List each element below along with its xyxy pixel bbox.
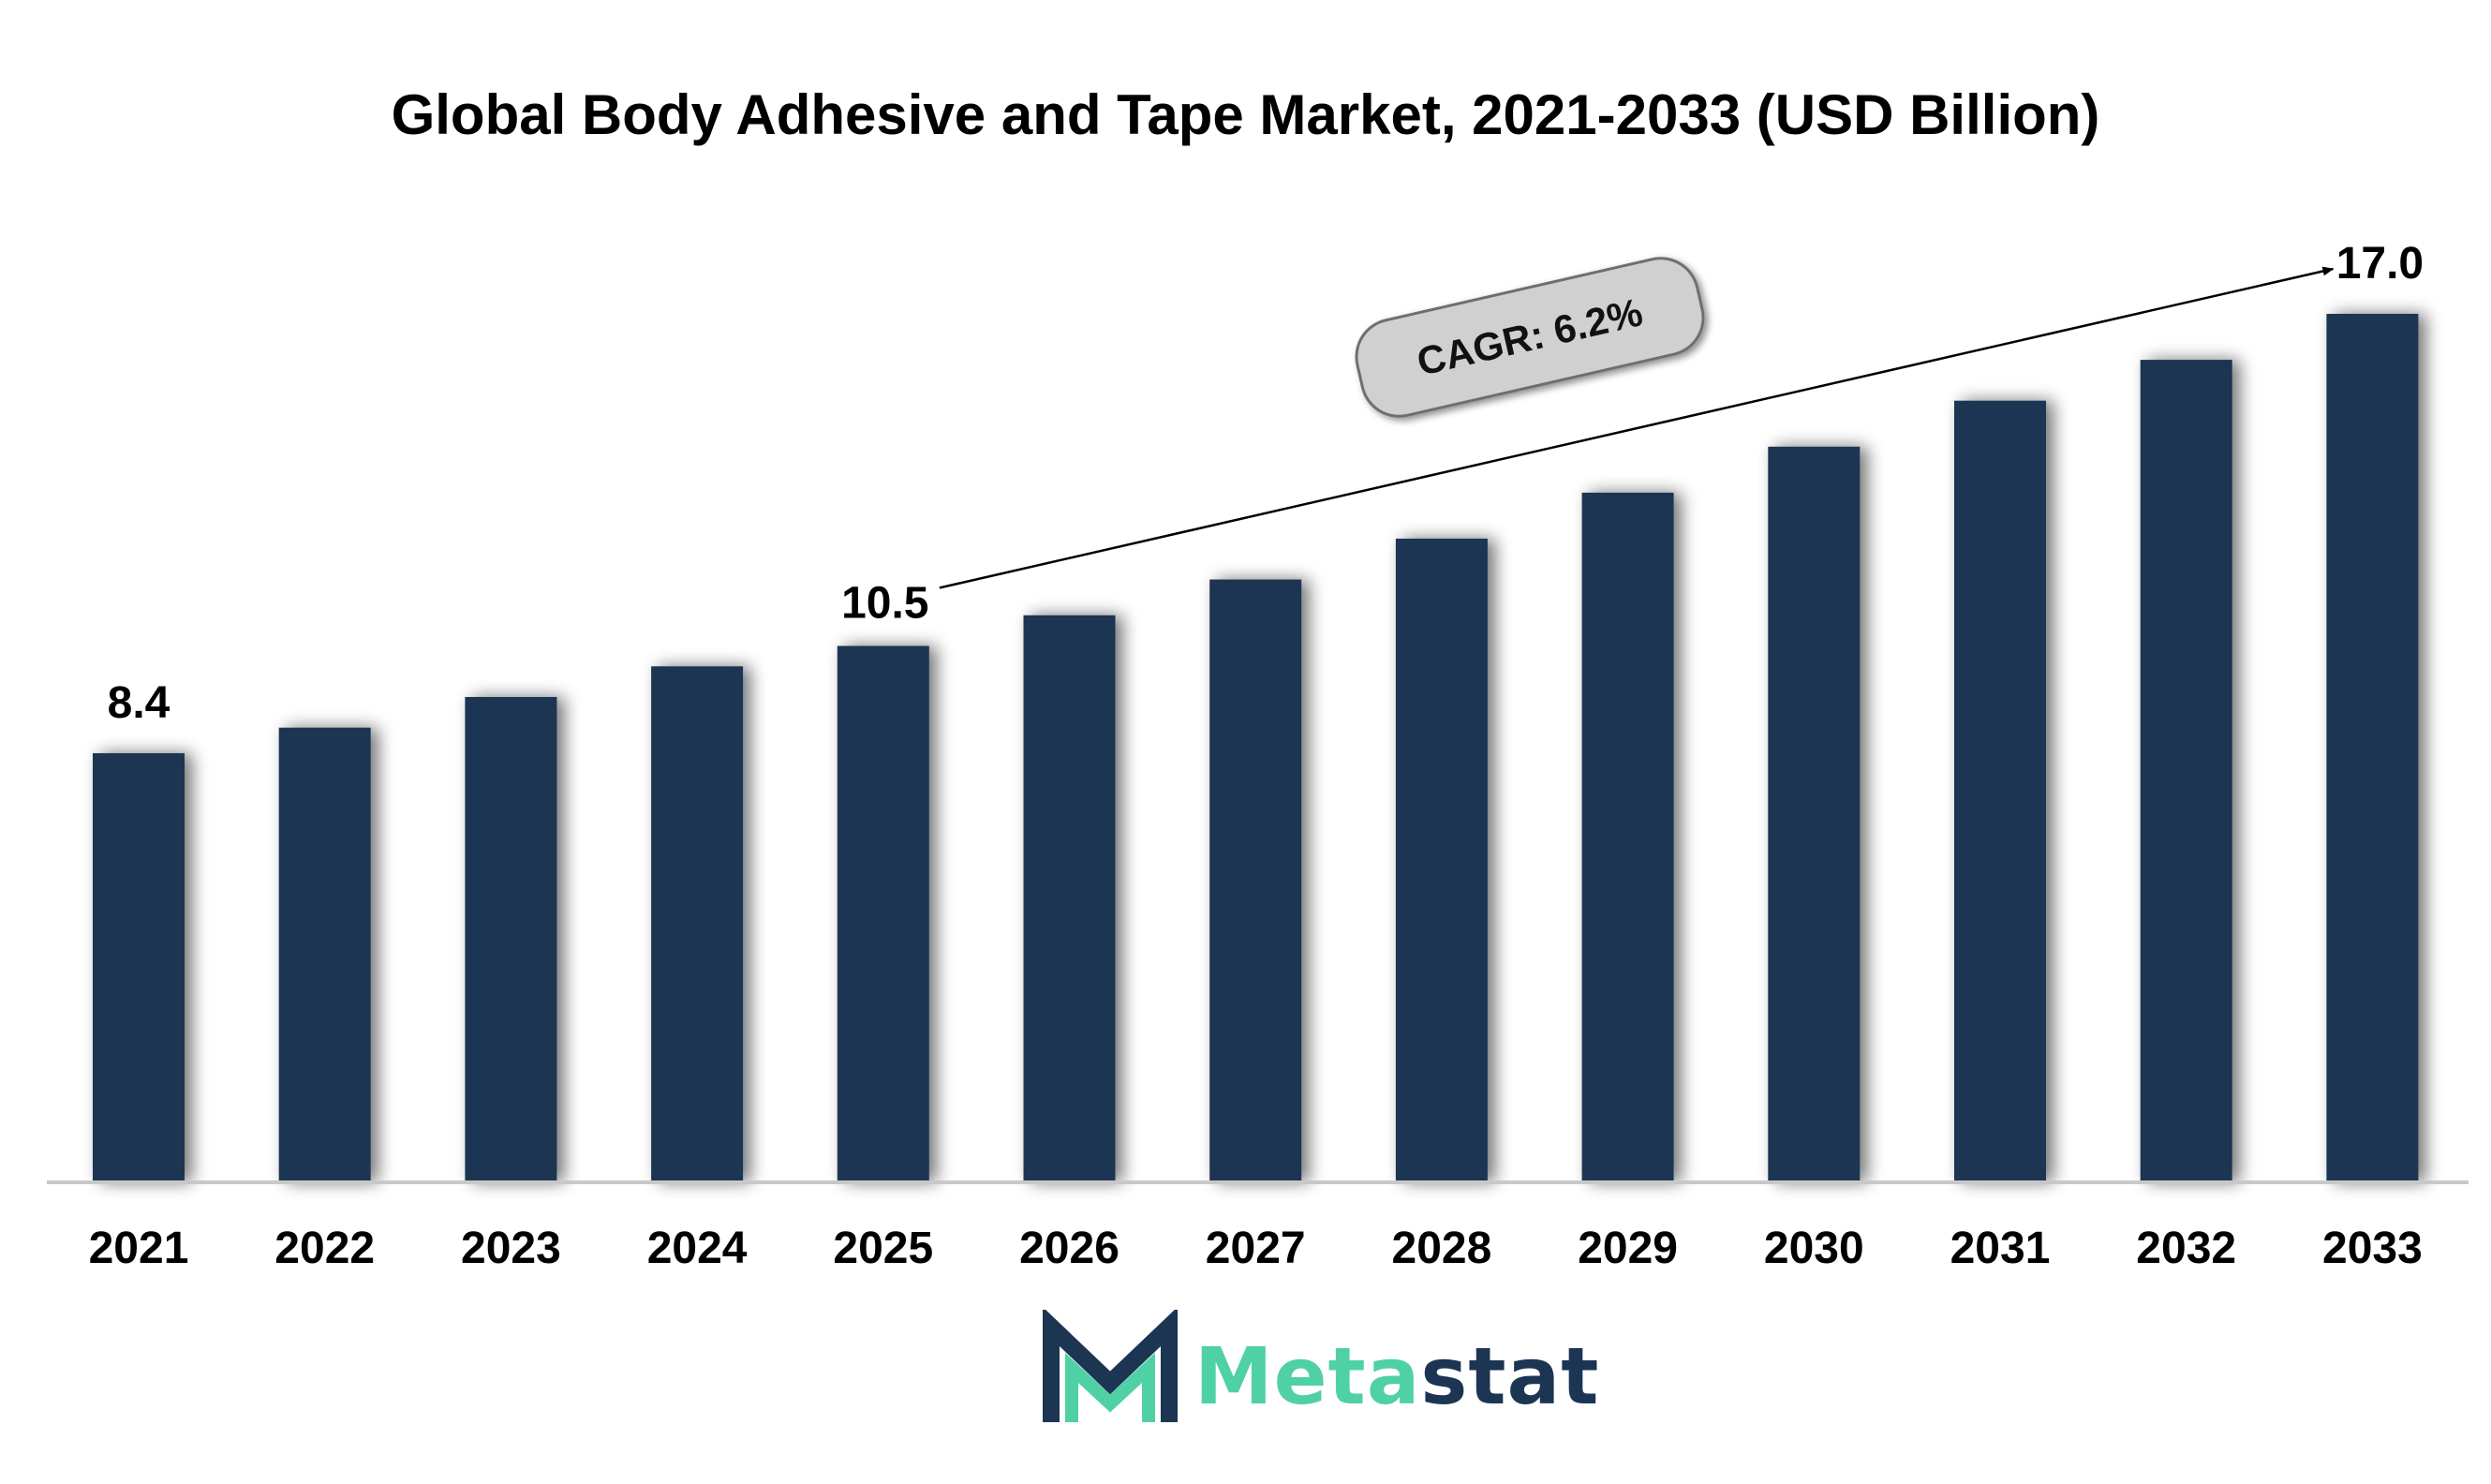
logo-text-meta: Meta: [1194, 1330, 1421, 1422]
bar-2027: [1209, 579, 1302, 1182]
bar-2023: [465, 696, 557, 1182]
x-tick-label-2028: 2028: [1392, 1224, 1492, 1273]
x-tick-label-2023: 2023: [461, 1224, 561, 1273]
bar-2031: [1954, 400, 2046, 1182]
x-tick-label-2024: 2024: [647, 1224, 748, 1273]
data-label-2033: 17.0: [2336, 239, 2424, 289]
bar-2025: [837, 646, 929, 1182]
data-label-2021: 8.4: [108, 678, 171, 728]
bar-2022: [278, 727, 371, 1182]
x-tick-label-2026: 2026: [1019, 1224, 1119, 1273]
bar-2021: [93, 752, 185, 1182]
x-tick-label-2021: 2021: [89, 1224, 189, 1273]
cagr-badge-background: [1355, 257, 1705, 418]
x-tick-label-2032: 2032: [2136, 1224, 2236, 1273]
cagr-badge: CAGR: 6.2%: [1355, 257, 1705, 418]
x-tick-label-2030: 2030: [1764, 1224, 1864, 1273]
x-tick-label-2031: 2031: [1950, 1224, 2051, 1273]
bar-2030: [1768, 446, 1861, 1182]
bar-2033: [2326, 314, 2419, 1182]
x-tick-label-2025: 2025: [833, 1224, 933, 1273]
metastat-m-icon: [1043, 1310, 1178, 1422]
logo-text-stat: stat: [1420, 1330, 1600, 1422]
chart-title: Global Body Adhesive and Tape Market, 20…: [391, 83, 2100, 146]
bar-2029: [1581, 492, 1674, 1182]
x-tick-label-2029: 2029: [1578, 1224, 1678, 1273]
metastat-logo: Metastat: [1040, 1310, 1598, 1432]
x-tick-label-2022: 2022: [274, 1224, 375, 1273]
bar-2026: [1023, 615, 1116, 1182]
x-tick-label-2027: 2027: [1206, 1224, 1306, 1273]
x-tick-label-2033: 2033: [2322, 1224, 2423, 1273]
metastat-wordmark: Metastat: [1194, 1330, 1599, 1422]
bar-2024: [651, 666, 744, 1182]
data-label-2025: 10.5: [841, 578, 928, 628]
bar-2028: [1395, 538, 1488, 1182]
cagr-arrow: [939, 266, 2335, 589]
bar-2032: [2140, 360, 2232, 1182]
